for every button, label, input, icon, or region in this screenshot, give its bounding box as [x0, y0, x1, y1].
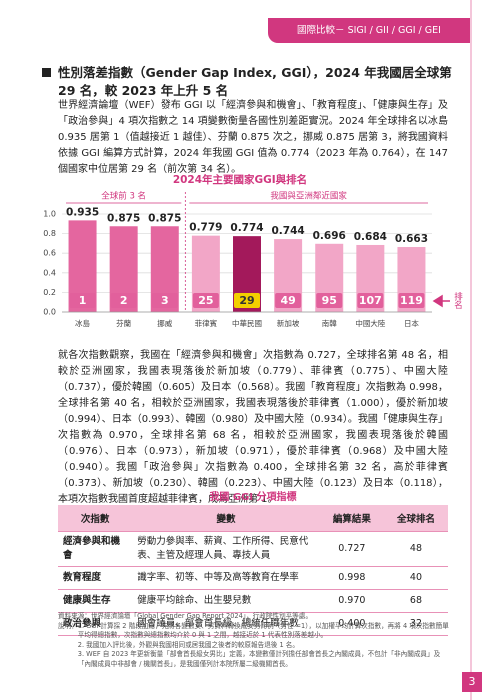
note-item: 3. WEF 自 2023 年更新衡量「部會首長級女男比」定義，本變數僅計列擔任…: [77, 650, 441, 668]
y-tick-label: 0.2: [43, 288, 56, 297]
x-tick-label: 挪威: [157, 318, 172, 328]
paragraph: 世界經濟論壇（WEF）發布 GGI 以「經濟參與和機會」、「教育程度」、「健康與…: [58, 100, 448, 175]
table-cell: 健康與生存: [58, 589, 133, 613]
notes-list: 1. GGI 計算採 2 階段加總，先將各變數女、男資料轉換成女男比例（男性 =…: [78, 622, 452, 670]
header-row: 次指數 變數 編算結果 全球排名: [58, 505, 448, 532]
x-tick-label: 新加坡: [277, 318, 300, 328]
x-tick-label: 冰島: [75, 318, 90, 328]
note-item: 1. GGI 計算採 2 階段加總，先將各變數女、男資料轉換成女男比例（男性 =…: [77, 621, 449, 640]
x-tick-label: 日本: [404, 318, 419, 328]
rank-box: [69, 293, 96, 308]
note-item: 2. 我國加入評比後，外觀與我國相同或居我國之後者的較原報告退後 1 名。: [77, 640, 299, 649]
table-cell: 0.727: [319, 531, 384, 567]
value-label: 0.684: [354, 231, 387, 243]
table: 次指數 變數 編算結果 全球排名 經濟參與和機會 勞動力參與率、薪資、工作所得、民意代表、…: [58, 505, 448, 636]
table-cell: 政治參與: [58, 612, 133, 636]
x-tick-label: 菲律賓: [195, 318, 218, 328]
paragraph: 就各次指數觀察，我國在「經濟參與和機會」次指數為 0.727，全球排名第 48 …: [58, 350, 448, 505]
rank-box: [192, 293, 219, 308]
group-label: 全球前 3 名: [101, 191, 146, 202]
table-row: 教育程度 識字率、初等、中等及高等教育在學率 0.998 40: [58, 566, 448, 590]
rank-label: 25: [198, 294, 213, 307]
rank-label: 3: [161, 294, 169, 307]
table-cell: 0.400: [319, 612, 384, 636]
table-cell: 68: [383, 589, 448, 613]
value-label: 0.774: [230, 222, 263, 234]
value-label: 0.875: [107, 212, 140, 224]
value-label: 0.935: [66, 206, 99, 218]
notes: 資料來源：世界經濟論壇「Global Gender Gap Report 202…: [58, 612, 452, 669]
column-header: 編算結果: [319, 505, 384, 532]
rank-label: 95: [322, 294, 337, 307]
value-label: 0.744: [272, 225, 305, 237]
group-label: 我國與亞洲鄰近國家: [270, 191, 347, 202]
table-row: 政治參與 國會議員、部會首長級、總統任職年數 0.400 32: [58, 612, 448, 636]
table-cell: 國會議員、部會首長級、總統任職年數: [132, 612, 320, 636]
x-tick-label: 中國大陸: [355, 318, 385, 328]
table-cell: 識字率、初等、中等及高等教育在學率: [132, 566, 320, 590]
notes-label: 說明：: [58, 621, 78, 630]
value-label: 0.875: [148, 212, 181, 224]
chart-title: 2024年主要國家GGI與排名: [173, 173, 307, 186]
x-tick-label: 南韓: [322, 318, 337, 328]
source: 資料來源：世界經濟論壇「Global Gender Gap Report 202…: [58, 612, 313, 620]
table-cell: 健康平均餘命、出生嬰兒數: [132, 589, 320, 613]
rank-arrow: [432, 294, 450, 308]
section-heading: 性別落差指數（Gender Gap Index, GGI），2024 年我國居全…: [42, 64, 452, 100]
table-cell: 勞動力參與率、薪資、工作所得、民意代表、主管及經理人員、專技人員: [132, 531, 320, 567]
y-tick-label: 0.4: [43, 268, 56, 277]
rank-box: [151, 293, 178, 308]
table-cell: 48: [383, 531, 448, 567]
value-label: 0.779: [189, 222, 222, 234]
value-label: 0.663: [395, 233, 428, 245]
notes-block: 說明： 1. GGI 計算採 2 階段加總，先將各變數女、男資料轉換成女男比例（男…: [58, 622, 452, 670]
rank-box: [357, 293, 384, 308]
rank-axis-label: 排名: [453, 291, 463, 310]
table-title: 我國 GGI 分項指標: [209, 492, 297, 503]
table-cell: 0.998: [319, 566, 384, 590]
table-row: 健康與生存 健康平均餘命、出生嬰兒數 0.970 68: [58, 589, 448, 613]
header-tab: 國際比較－ SIGI / GII / GGI / GEI: [268, 18, 470, 43]
table-cell: 0.970: [319, 589, 384, 613]
table-cell: 40: [383, 566, 448, 590]
page-number: 3: [462, 672, 482, 692]
y-tick-label: 0.8: [43, 229, 56, 238]
rank-label: 2: [120, 294, 128, 307]
x-tick-label: 中華民國: [232, 318, 262, 328]
table-cell: 經濟參與和機會: [58, 531, 133, 567]
rank-box: [398, 293, 425, 308]
rank-label: 119: [400, 294, 423, 307]
heading-text: 性別落差指數（Gender Gap Index, GGI），2024 年我國居全…: [58, 65, 452, 98]
rank-box: [275, 293, 302, 308]
column-header: 變數: [132, 505, 320, 532]
rank-label: 1: [79, 294, 87, 307]
y-tick-label: 1.0: [43, 210, 56, 219]
rank-label: 49: [280, 294, 295, 307]
rank-label: 107: [359, 294, 382, 307]
y-tick-label: 0.0: [43, 308, 56, 317]
x-tick-label: 芬蘭: [116, 318, 131, 328]
y-tick-label: 0.6: [43, 249, 56, 258]
rank-box: [316, 293, 343, 308]
rank-label: 29: [239, 294, 254, 307]
table-row: 經濟參與和機會 勞動力參與率、薪資、工作所得、民意代表、主管及經理人員、專技人員 0…: [58, 531, 448, 567]
table-cell: 教育程度: [58, 566, 133, 590]
rank-box: [234, 293, 260, 308]
table-cell: 32: [383, 612, 448, 636]
chart: 2024年主要國家GGI與排名 0.0 0.2 0.4 0.6 0.8 1.0 全球前 3 …: [43, 173, 463, 328]
column-header: 全球排名: [383, 505, 448, 532]
edge-line: [470, 0, 472, 700]
value-label: 0.696: [313, 230, 346, 242]
rank-box: [110, 293, 137, 308]
column-header: 次指數: [58, 505, 133, 532]
